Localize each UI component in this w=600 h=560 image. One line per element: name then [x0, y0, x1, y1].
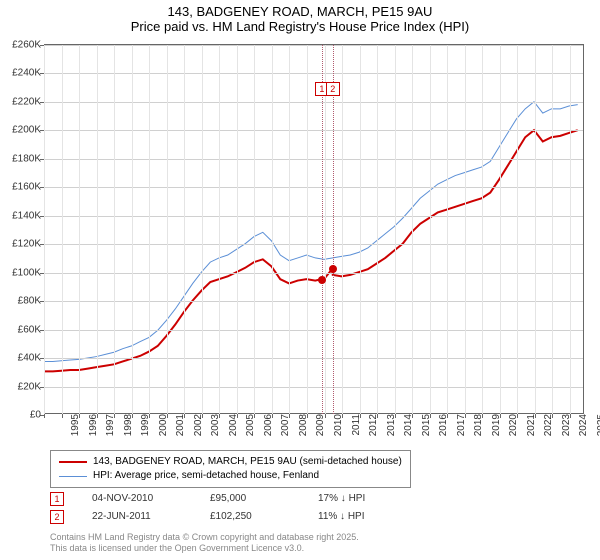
y-tick-label: £80K: [18, 296, 44, 307]
gridline-h: [44, 358, 583, 359]
gridline-v: [360, 45, 361, 414]
sale-row: 2 22-JUN-2011 £102,250 11% ↓ HPI: [50, 508, 365, 526]
gridline-h: [44, 159, 583, 160]
gridline-v: [395, 45, 396, 414]
footer-copyright: Contains HM Land Registry data © Crown c…: [50, 532, 359, 543]
gridline-v: [289, 45, 290, 414]
gridline-v: [517, 45, 518, 414]
y-tick-label: £200K: [12, 125, 44, 136]
gridline-v: [114, 45, 115, 414]
gridline-v: [482, 45, 483, 414]
sale-price: £102,250: [210, 508, 290, 526]
legend-row: HPI: Average price, semi-detached house,…: [59, 469, 402, 483]
gridline-h: [44, 301, 583, 302]
title-subtitle: Price paid vs. HM Land Registry's House …: [0, 19, 600, 34]
gridline-v: [254, 45, 255, 414]
sale-price: £95,000: [210, 490, 290, 508]
gridline-v: [342, 45, 343, 414]
y-tick-label: £240K: [12, 68, 44, 79]
gridline-v: [132, 45, 133, 414]
y-tick-label: £120K: [12, 239, 44, 250]
sale-date: 22-JUN-2011: [92, 508, 182, 526]
gridline-v: [307, 45, 308, 414]
sale-vline: [322, 45, 323, 414]
gridline-h: [44, 330, 583, 331]
y-tick-label: £40K: [18, 353, 44, 364]
gridline-v: [202, 45, 203, 414]
y-tick-label: £100K: [12, 267, 44, 278]
sale-marker-dot: [329, 265, 337, 273]
gridline-v: [97, 45, 98, 414]
sale-delta: 11% ↓ HPI: [318, 508, 365, 526]
legend-row: 143, BADGENEY ROAD, MARCH, PE15 9AU (sem…: [59, 455, 402, 469]
sale-date: 04-NOV-2010: [92, 490, 182, 508]
series-price_paid: [44, 130, 578, 371]
sale-marker-dot: [318, 276, 326, 284]
footer-licence: This data is licensed under the Open Gov…: [50, 543, 359, 554]
gridline-v: [430, 45, 431, 414]
y-tick-label: £220K: [12, 96, 44, 107]
legend-label: 143, BADGENEY ROAD, MARCH, PE15 9AU (sem…: [93, 455, 402, 469]
gridline-h: [44, 387, 583, 388]
sale-delta: 17% ↓ HPI: [318, 490, 365, 508]
y-tick-label: £180K: [12, 153, 44, 164]
y-tick-label: £160K: [12, 182, 44, 193]
sale-marker-label: 2: [326, 82, 340, 96]
gridline-v: [219, 45, 220, 414]
y-tick-label: £20K: [18, 381, 44, 392]
legend-swatch: [59, 476, 87, 477]
chart-area: £0£20K£40K£60K£80K£100K£120K£140K£160K£1…: [44, 44, 584, 414]
gridline-v: [149, 45, 150, 414]
gridline-h: [44, 102, 583, 103]
footer: Contains HM Land Registry data © Crown c…: [50, 532, 359, 554]
gridline-h: [44, 73, 583, 74]
sale-row: 1 04-NOV-2010 £95,000 17% ↓ HPI: [50, 490, 365, 508]
y-tick-label: £140K: [12, 210, 44, 221]
y-tick-label: £0: [30, 410, 44, 421]
gridline-h: [44, 216, 583, 217]
series-hpi: [44, 102, 578, 362]
gridline-v: [412, 45, 413, 414]
gridline-v: [570, 45, 571, 414]
gridline-v: [44, 45, 45, 414]
gridline-v: [184, 45, 185, 414]
gridline-h: [44, 244, 583, 245]
gridline-v: [272, 45, 273, 414]
sale-index-box: 1: [50, 492, 64, 506]
chart-container: 143, BADGENEY ROAD, MARCH, PE15 9AU Pric…: [0, 0, 600, 560]
gridline-h: [44, 130, 583, 131]
title-address: 143, BADGENEY ROAD, MARCH, PE15 9AU: [0, 4, 600, 19]
legend-swatch: [59, 461, 87, 463]
gridline-v: [62, 45, 63, 414]
gridline-v: [552, 45, 553, 414]
sale-index-box: 2: [50, 510, 64, 524]
y-tick-label: £60K: [18, 324, 44, 335]
gridline-v: [535, 45, 536, 414]
gridline-v: [377, 45, 378, 414]
gridline-v: [237, 45, 238, 414]
y-tick-label: £260K: [12, 40, 44, 51]
gridline-h: [44, 273, 583, 274]
gridline-v: [325, 45, 326, 414]
gridline-v: [167, 45, 168, 414]
legend-label: HPI: Average price, semi-detached house,…: [93, 469, 319, 483]
gridline-v: [500, 45, 501, 414]
gridline-h: [44, 45, 583, 46]
gridline-v: [465, 45, 466, 414]
title-block: 143, BADGENEY ROAD, MARCH, PE15 9AU Pric…: [0, 0, 600, 34]
x-tick-label: 2025: [570, 414, 600, 436]
legend: 143, BADGENEY ROAD, MARCH, PE15 9AU (sem…: [50, 450, 411, 488]
gridline-v: [447, 45, 448, 414]
sales-table: 1 04-NOV-2010 £95,000 17% ↓ HPI 2 22-JUN-2011…: [50, 490, 365, 526]
gridline-h: [44, 187, 583, 188]
sale-vline: [333, 45, 334, 414]
gridline-v: [79, 45, 80, 414]
